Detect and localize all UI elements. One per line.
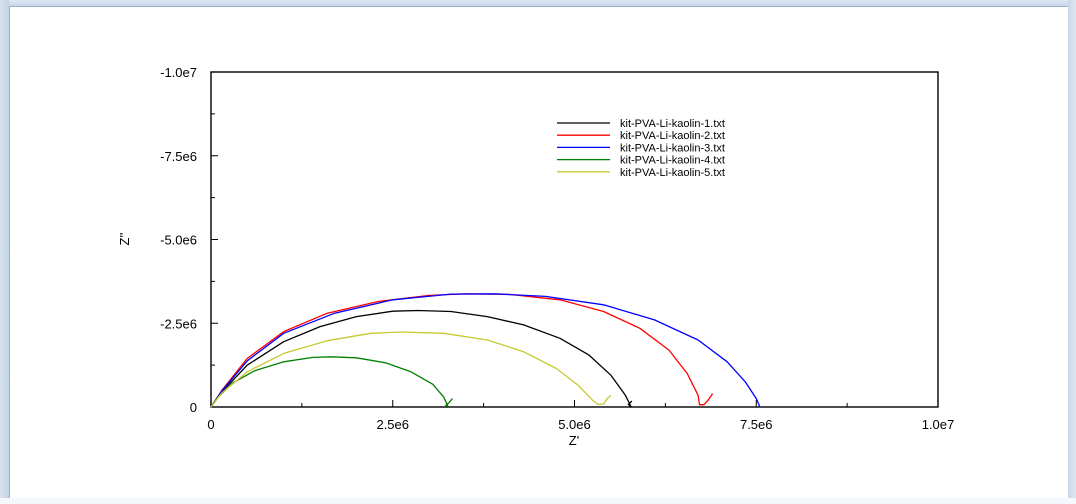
- y-tick-label: -2.5e6: [160, 316, 197, 331]
- legend: kit-PVA-Li-kaolin-1.txtkit-PVA-Li-kaolin…: [557, 118, 725, 179]
- x-tick-label: 0: [207, 417, 214, 432]
- y-tick-label: 0: [190, 400, 197, 415]
- y-tick-label: -5.0e6: [160, 233, 197, 248]
- window-left-border: [0, 0, 9, 498]
- x-tick-label: 5.0e6: [558, 417, 591, 432]
- window-top-border: [0, 0, 1076, 6]
- x-tick-label: 2.5e6: [376, 417, 409, 432]
- x-axis-label: Z': [569, 433, 579, 448]
- series-line-2: [210, 293, 714, 408]
- plot-canvas: 0 2.5e6 5.0e6 7.5e6 1.0e7 0 -2.5e6 -5.0e6 -7.5e…: [9, 6, 1068, 498]
- series-line-1: [210, 309, 633, 408]
- y-tick-label: -7.5e6: [160, 149, 197, 164]
- legend-label-3: kit-PVA-Li-kaolin-3.txt: [620, 142, 725, 154]
- legend-label-1: kit-PVA-Li-kaolin-1.txt: [620, 118, 725, 130]
- series-layer: [210, 293, 761, 408]
- y-tick-label: -1.0e7: [160, 65, 197, 80]
- series-line-5: [210, 331, 612, 408]
- legend-label-4: kit-PVA-Li-kaolin-4.txt: [620, 155, 725, 167]
- series-line-4: [210, 356, 453, 408]
- x-tick-label: 1.0e7: [922, 417, 955, 432]
- nyquist-chart: 0 2.5e6 5.0e6 7.5e6 1.0e7 0 -2.5e6 -5.0e6 -7.5e…: [117, 65, 954, 448]
- window-right-border: [1068, 0, 1076, 498]
- legend-label-5: kit-PVA-Li-kaolin-5.txt: [620, 167, 725, 179]
- y-axis-label: Z'': [117, 233, 132, 246]
- legend-label-2: kit-PVA-Li-kaolin-2.txt: [620, 130, 725, 142]
- y-axis-ticks: 0 -2.5e6 -5.0e6 -7.5e6 -1.0e7: [160, 65, 218, 415]
- x-axis-ticks: 0 2.5e6 5.0e6 7.5e6 1.0e7: [207, 400, 954, 432]
- x-tick-label: 7.5e6: [740, 417, 773, 432]
- series-line-3: [210, 293, 761, 408]
